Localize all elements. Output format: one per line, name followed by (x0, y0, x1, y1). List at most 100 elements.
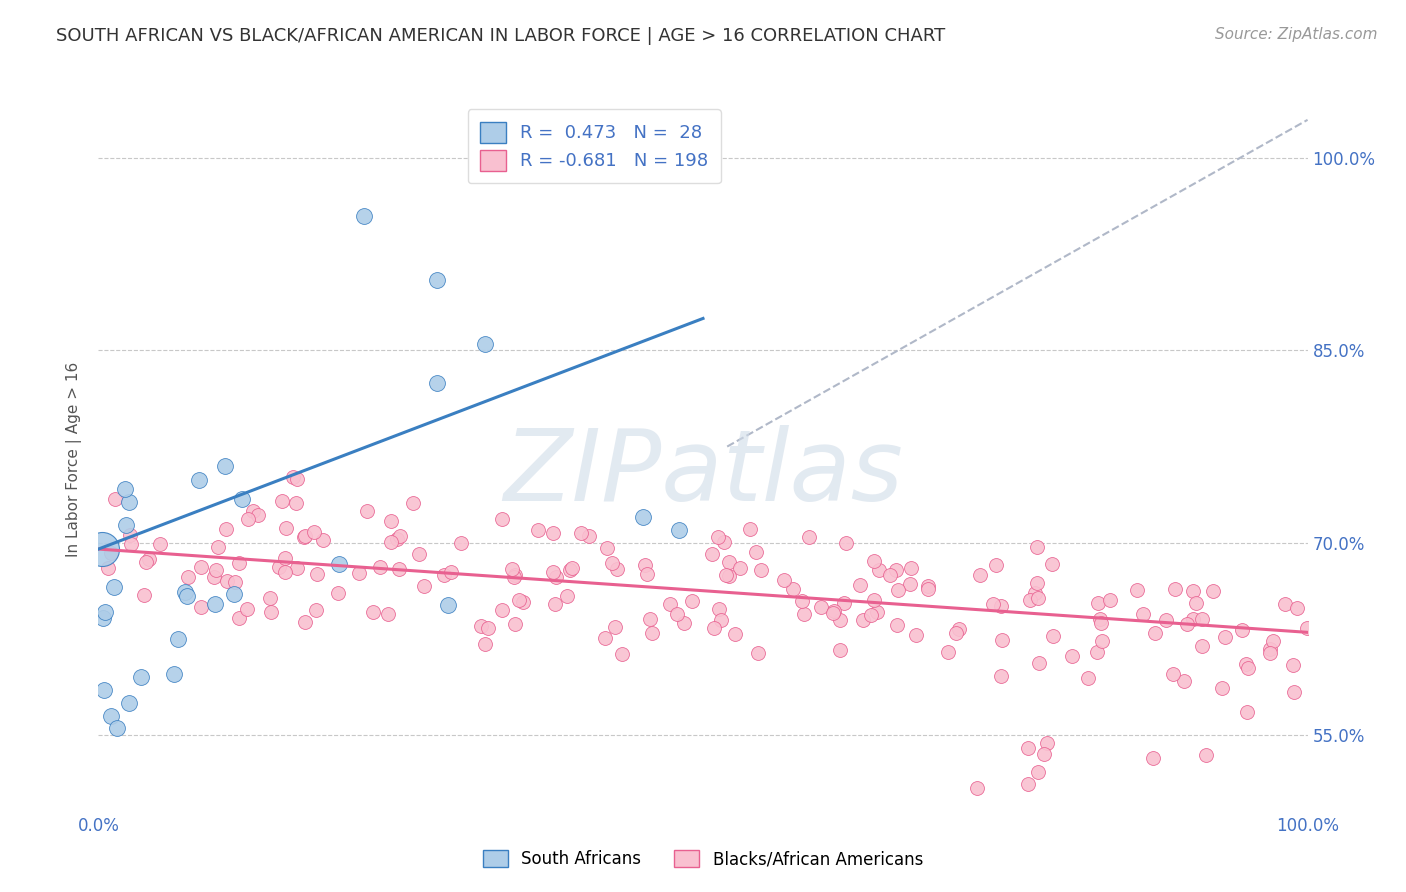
Point (305, 603, 328, 617)
Point (945, 626, 967, 640)
Point (1132, 607, 1154, 621)
Point (948, 623, 970, 637)
Legend: R =  0.473   N =  28, R = -0.681   N = 198: R = 0.473 N = 28, R = -0.681 N = 198 (468, 109, 721, 183)
Point (114, 482, 136, 496)
Point (707, 602, 730, 616)
Point (259, 591, 281, 606)
Point (508, 592, 530, 607)
Point (823, 606, 845, 620)
Point (631, 510, 654, 524)
Point (886, 617, 908, 632)
Point (747, 646, 769, 660)
Point (1175, 617, 1198, 632)
Point (1142, 751, 1164, 765)
Point (810, 599, 832, 614)
Point (356, 503, 378, 517)
Point (273, 551, 295, 566)
Point (740, 522, 762, 536)
Point (217, 574, 239, 588)
Point (1143, 626, 1166, 640)
Point (228, 611, 250, 625)
Point (294, 615, 316, 630)
Point (884, 562, 907, 576)
Point (312, 533, 335, 548)
Point (190, 560, 212, 574)
Point (1091, 633, 1114, 648)
Point (600, 557, 623, 571)
Point (450, 536, 472, 550)
Point (353, 209, 375, 223)
Point (1282, 657, 1305, 672)
Point (868, 563, 890, 577)
Point (1213, 630, 1236, 644)
Point (772, 573, 794, 587)
Point (426, 376, 449, 390)
Point (177, 569, 200, 583)
Point (118, 495, 141, 509)
Point (228, 556, 250, 570)
Point (835, 536, 858, 550)
Point (636, 567, 658, 582)
Point (104, 491, 127, 506)
Point (541, 565, 564, 579)
Point (1026, 765, 1049, 780)
Point (204, 597, 226, 611)
Point (1062, 648, 1084, 663)
Point (718, 569, 741, 583)
Point (1099, 592, 1122, 607)
Point (120, 537, 142, 551)
Point (724, 627, 747, 641)
Point (527, 523, 550, 537)
Point (501, 562, 523, 576)
Point (638, 612, 661, 626)
Point (214, 458, 236, 473)
Point (578, 529, 600, 543)
Point (900, 561, 922, 575)
Text: Source: ZipAtlas.com: Source: ZipAtlas.com (1215, 27, 1378, 42)
Point (205, 563, 228, 577)
Point (270, 493, 292, 508)
Point (503, 568, 526, 582)
Point (474, 637, 496, 651)
Point (1232, 623, 1254, 637)
Point (97, 561, 120, 575)
Point (134, 589, 156, 603)
Point (1090, 616, 1112, 631)
Point (91, 611, 114, 625)
Point (437, 599, 460, 613)
Point (991, 632, 1014, 647)
Point (224, 587, 246, 601)
Point (593, 632, 616, 646)
Point (1077, 671, 1099, 685)
Point (105, 722, 128, 736)
Point (173, 585, 195, 599)
Point (285, 560, 308, 574)
Point (1017, 741, 1039, 756)
Point (596, 541, 619, 555)
Point (260, 605, 283, 619)
Point (1087, 596, 1109, 610)
Point (745, 544, 768, 558)
Point (408, 547, 430, 561)
Point (1258, 641, 1281, 656)
Point (188, 473, 211, 487)
Point (672, 615, 695, 630)
Point (1282, 685, 1305, 699)
Point (236, 601, 259, 615)
Point (328, 557, 350, 571)
Point (474, 337, 496, 351)
Point (830, 643, 852, 657)
Point (91, 542, 114, 557)
Point (1085, 645, 1108, 659)
Y-axis label: In Labor Force | Age > 16: In Labor Force | Age > 16 (66, 362, 83, 557)
Point (1018, 593, 1040, 607)
Point (966, 781, 988, 796)
Point (879, 567, 901, 582)
Point (1191, 612, 1213, 626)
Point (401, 496, 423, 510)
Point (983, 597, 1005, 611)
Point (267, 560, 290, 574)
Point (305, 567, 328, 582)
Point (707, 530, 730, 544)
Point (703, 621, 725, 635)
